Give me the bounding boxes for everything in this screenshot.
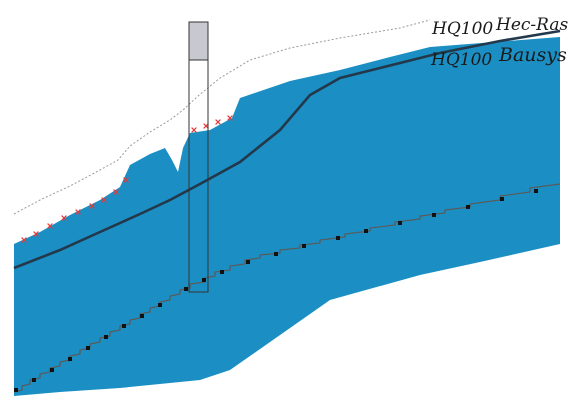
bed-marker bbox=[122, 324, 126, 328]
survey-point bbox=[123, 177, 129, 183]
hq100-bausys-water-line bbox=[13, 29, 561, 270]
survey-point bbox=[191, 127, 197, 133]
bed-markers-group bbox=[14, 189, 538, 392]
survey-point bbox=[61, 215, 67, 221]
bed-marker bbox=[14, 388, 18, 392]
bed-marker bbox=[86, 346, 90, 350]
bed-marker bbox=[32, 378, 36, 382]
survey-point bbox=[47, 223, 53, 229]
survey-points-group bbox=[21, 115, 233, 243]
bed-marker bbox=[432, 213, 436, 217]
bed-marker bbox=[466, 205, 470, 209]
bed-marker bbox=[534, 189, 538, 193]
bed-marker bbox=[158, 303, 162, 307]
survey-point bbox=[113, 189, 119, 195]
bed-marker bbox=[202, 278, 206, 282]
survey-point bbox=[21, 237, 27, 243]
bed-marker bbox=[302, 244, 306, 248]
bridge-column bbox=[188, 59, 209, 293]
survey-point bbox=[101, 197, 107, 203]
bed-marker bbox=[500, 197, 504, 201]
survey-point bbox=[89, 203, 95, 209]
bed-marker bbox=[246, 260, 250, 264]
bed-marker bbox=[364, 229, 368, 233]
bridge-deck bbox=[188, 21, 209, 61]
bed-marker bbox=[140, 314, 144, 318]
bed-marker bbox=[220, 270, 224, 274]
bed-marker bbox=[50, 368, 54, 372]
survey-point bbox=[215, 119, 221, 125]
bed-marker bbox=[398, 221, 402, 225]
bed-marker bbox=[184, 287, 188, 291]
model-label-hec-ras: Hec-Ras bbox=[495, 15, 568, 35]
model-label-bausys: Bausys bbox=[498, 44, 567, 66]
survey-point bbox=[227, 115, 233, 121]
bed-marker bbox=[336, 236, 340, 240]
bed-marker bbox=[68, 357, 72, 361]
bed-marker bbox=[274, 252, 278, 256]
survey-point bbox=[75, 209, 81, 215]
water-body-fill bbox=[14, 37, 560, 396]
hq100-label-lower: HQ100 bbox=[430, 50, 492, 70]
survey-point bbox=[33, 231, 39, 237]
hq100-label-upper: HQ100 bbox=[431, 19, 493, 39]
bed-marker bbox=[104, 335, 108, 339]
